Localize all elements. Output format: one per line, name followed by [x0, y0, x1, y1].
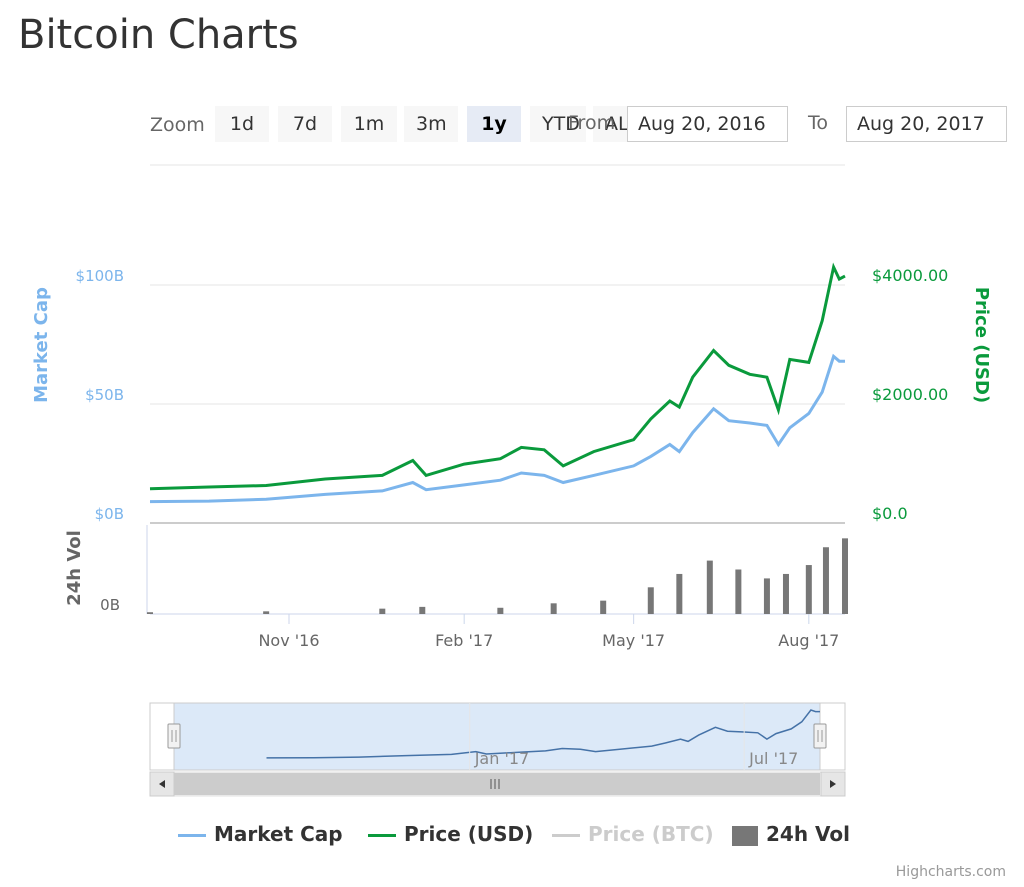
volume-bar — [379, 608, 386, 614]
y-left-tick-label: $100B — [76, 267, 124, 285]
page-title: Bitcoin Charts — [18, 12, 299, 58]
x-tick-label: Aug '17 — [778, 631, 839, 650]
volume-bar — [497, 607, 504, 614]
x-tick-label: Nov '16 — [258, 631, 319, 650]
to-label: To — [808, 112, 829, 134]
y-volume-tick-label: 0B — [100, 596, 120, 614]
zoom-button-ytd[interactable]: YTD — [530, 106, 586, 142]
from-date-input[interactable] — [627, 106, 788, 142]
zoom-button-7d[interactable]: 7d — [278, 106, 332, 142]
volume-bar — [782, 573, 789, 614]
arrow-left-icon — [159, 780, 165, 788]
arrow-right-icon — [830, 780, 836, 788]
volume-bar — [763, 578, 770, 614]
y-right-axis-title: Price (USD) — [971, 287, 992, 403]
legend-label: 24h Vol — [766, 822, 851, 846]
scrollbar-thumb[interactable] — [174, 773, 820, 795]
zoom-button-1m[interactable]: 1m — [341, 106, 397, 142]
volume-bar — [822, 547, 829, 614]
volume-bar — [550, 603, 557, 614]
volume-bar — [842, 538, 848, 614]
legend-label: Market Cap — [214, 822, 343, 846]
navigator-selection — [173, 702, 821, 771]
y-left-axis-title: Market Cap — [31, 287, 52, 403]
legend-line-icon — [552, 834, 580, 837]
to-date-input[interactable] — [846, 106, 1007, 142]
legend-line-icon — [178, 834, 206, 837]
series-line-market-cap — [149, 353, 845, 504]
legend-label: Price (BTC) — [588, 822, 714, 846]
navigator-handle-right[interactable] — [813, 723, 827, 749]
volume-bar — [706, 560, 713, 614]
zoom-button-3m[interactable]: 3m — [404, 106, 458, 142]
x-tick-label: Feb '17 — [435, 631, 493, 650]
x-tick-label: May '17 — [602, 631, 665, 650]
legend-line-icon — [368, 834, 396, 837]
highcharts-credits[interactable]: Highcharts.com — [895, 864, 1006, 880]
volume-bar — [676, 573, 683, 614]
y-volume-axis-title: 24h Vol — [64, 530, 85, 606]
volume-bar — [735, 569, 742, 614]
volume-bar — [419, 606, 426, 614]
legend-item-24h-vol[interactable]: 24h Vol — [732, 822, 850, 846]
navigator-series-line — [266, 709, 820, 759]
volume-bar — [263, 611, 270, 614]
legend-item-market-cap[interactable]: Market Cap — [178, 822, 343, 846]
zoom-label: Zoom — [150, 114, 205, 136]
series-line-price-usd — [149, 262, 846, 491]
zoom-button-1y[interactable]: 1y — [467, 106, 521, 142]
y-left-tick-label: $50B — [85, 386, 124, 404]
volume-bar — [805, 565, 812, 614]
legend-item-price-usd[interactable]: Price (USD) — [368, 822, 533, 846]
from-label: From — [568, 112, 616, 134]
y-right-tick-label: $0.0 — [872, 504, 908, 523]
volume-bar — [147, 612, 153, 614]
navigator-tick-label: Jul '17 — [748, 749, 798, 768]
legend-item-price-btc[interactable]: Price (BTC) — [552, 822, 714, 846]
y-left-tick-label: $0B — [95, 505, 124, 523]
y-right-tick-label: $4000.00 — [872, 266, 948, 285]
navigator-handle-left[interactable] — [167, 723, 181, 749]
y-right-tick-label: $2000.00 — [872, 385, 948, 404]
zoom-button-1d[interactable]: 1d — [215, 106, 269, 142]
legend-square-icon — [732, 825, 758, 846]
volume-bar — [600, 600, 607, 614]
legend-label: Price (USD) — [404, 822, 534, 846]
navigator-tick-label: Jan '17 — [474, 749, 530, 768]
volume-bar — [647, 587, 654, 614]
